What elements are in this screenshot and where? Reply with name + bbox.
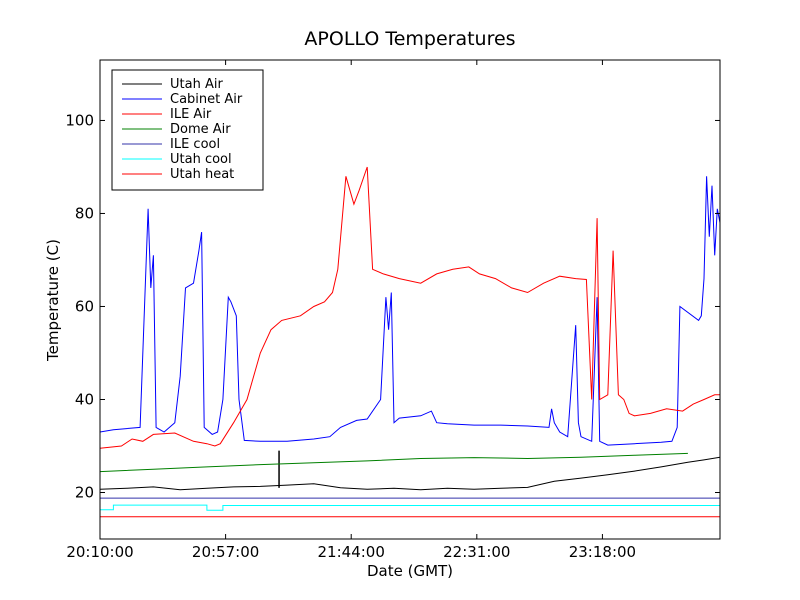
x-tick-label: 23:18:00 [569,543,636,561]
legend-label-utah-heat: Utah heat [170,167,234,182]
x-tick-label: 22:31:00 [443,543,510,561]
series-line-cabinet-air [100,176,720,446]
y-tick-label: 80 [75,204,94,222]
legend-label-utah-air: Utah Air [170,77,223,92]
legend-box [111,69,264,191]
ticks-layer: 20:10:00 20:57:00 21:44:00 22:31:00 23:18:00… [65,60,720,561]
y-tick-label: 100 [65,111,94,129]
legend-label-ile-air: ILE Air [170,107,212,122]
y-tick-label: 40 [75,390,94,408]
plot-frame [99,59,721,540]
legend-label-dome-air: Dome Air [170,122,231,137]
x-tick-label: 21:44:00 [318,543,385,561]
legend-label-ile-cool: ILE cool [170,137,220,152]
chart-title: APOLLO Temperatures [304,28,515,50]
y-axis-label: Temperature (C) [44,239,62,362]
series-line-utah-cool [100,504,720,511]
legend-label-cabinet-air: Cabinet Air [170,92,243,107]
series-line-utah-air [100,456,720,491]
legend-label-utah-cool: Utah cool [170,152,232,167]
x-axis-label: Date (GMT) [367,562,453,580]
y-tick-label: 20 [75,483,94,501]
series-layer [100,166,720,518]
x-tick-label: 20:57:00 [192,543,259,561]
series-line-ile-air [100,166,720,449]
series-line-dome-air [100,452,688,473]
y-tick-label: 60 [75,297,94,315]
x-tick-label: 20:10:00 [66,543,133,561]
